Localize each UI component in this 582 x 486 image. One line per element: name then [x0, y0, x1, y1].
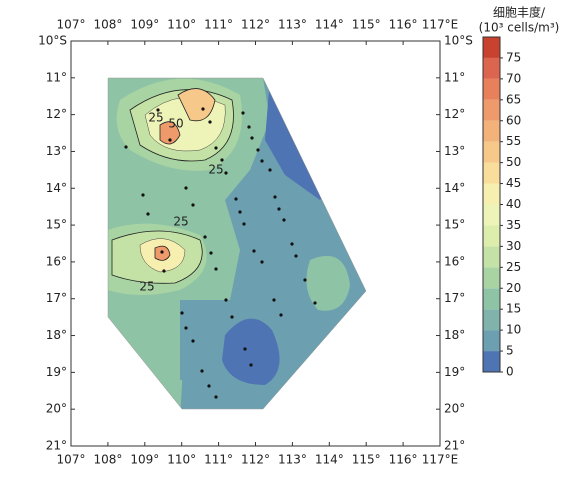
y-tick-label: 13°	[444, 144, 465, 158]
x-tick-label: 112°	[241, 18, 270, 32]
y-tick-label: 16°	[444, 254, 465, 268]
colorbar-tick-label: 35	[506, 218, 521, 232]
y-tick-label: 17°	[444, 291, 465, 305]
y-tick-label: 19°	[46, 365, 67, 379]
x-tick-label: 108°	[93, 18, 122, 32]
x-tick-label: 116°	[389, 453, 418, 467]
colorbar-band	[483, 120, 500, 142]
colorbar-tick-label: 20	[506, 281, 521, 295]
y-tick-label: 20°	[46, 402, 67, 416]
y-tick-label: 18°	[444, 328, 465, 342]
colorbar-band	[483, 267, 500, 289]
y-tick-label: 12°	[46, 107, 67, 121]
colorbar-tick-label: 55	[506, 134, 521, 148]
x-tick-label: 117°E	[422, 453, 459, 467]
contour-label: 25	[139, 280, 154, 294]
colorbar-band	[483, 330, 500, 352]
colorbar-band	[483, 204, 500, 226]
colorbar-tick-label: 45	[506, 176, 521, 190]
y-tick-label: 15°	[46, 218, 67, 232]
y-tick-label: 11°	[46, 70, 67, 84]
y-tick-label: 20°	[444, 402, 465, 416]
x-tick-label: 111°	[204, 18, 233, 32]
colorbar-tick-label: 65	[506, 92, 521, 106]
y-tick-label: 10°S	[444, 34, 473, 48]
x-tick-label: 114°	[315, 18, 344, 32]
colorbar-band	[483, 162, 500, 184]
x-tick-label: 110°	[167, 453, 196, 467]
x-tick-label: 107°	[57, 453, 86, 467]
y-tick-label: 15°	[444, 218, 465, 232]
x-tick-label: 109°	[130, 453, 159, 467]
x-tick-label: 115°	[352, 453, 381, 467]
colorbar-band	[483, 288, 500, 310]
x-tick-label: 113°	[278, 453, 307, 467]
colorbar-tick-label: 70	[506, 71, 521, 85]
y-tick-label: 10°S	[38, 34, 67, 48]
y-tick-label: 21°	[444, 439, 465, 453]
x-tick-label: 108°	[93, 453, 122, 467]
x-tick-label: 109°	[130, 18, 159, 32]
x-tick-label: 117°E	[422, 18, 459, 32]
y-tick-label: 16°	[46, 254, 67, 268]
colorbar-band	[483, 351, 500, 372]
colorbar-unit: (10³ cells/m³)	[479, 21, 560, 35]
x-tick-label: 111°	[204, 453, 233, 467]
stations	[124, 107, 317, 399]
y-tick-label: 17°	[46, 291, 67, 305]
contour-label: 25	[148, 111, 163, 125]
contour-label: 50	[168, 117, 183, 131]
y-tick-label: 18°	[46, 328, 67, 342]
colorbar-tick-label: 5	[506, 344, 514, 358]
colorbar-band	[483, 99, 500, 121]
colorbar-tick-label: 30	[506, 239, 521, 253]
x-tick-label: 110°	[167, 18, 196, 32]
colorbar-tick-label: 15	[506, 302, 521, 316]
contour-label: 25	[208, 163, 223, 177]
y-tick-label: 19°	[444, 365, 465, 379]
colorbar-band	[483, 78, 500, 100]
colorbar-band	[483, 183, 500, 205]
x-tick-label: 115°	[352, 18, 381, 32]
x-tick-label: 114°	[315, 453, 344, 467]
y-tick-label: 11°	[444, 70, 465, 84]
colorbar-band	[483, 225, 500, 247]
colorbar-tick-label: 60	[506, 113, 521, 127]
colorbar-band	[483, 141, 500, 163]
y-tick-label: 14°	[444, 181, 465, 195]
colorbar-band	[483, 57, 500, 79]
x-tick-label: 107°	[57, 18, 86, 32]
y-tick-label: 21°	[46, 439, 67, 453]
colorbar-band	[483, 246, 500, 268]
colorbar-title: 细胞丰度/	[493, 5, 546, 20]
x-tick-label: 112°	[241, 453, 270, 467]
colorbar-tick-label: 50	[506, 155, 521, 169]
colorbar-tick-label: 0	[506, 365, 514, 379]
y-tick-label: 13°	[46, 144, 67, 158]
contour-field	[108, 78, 366, 409]
colorbar-tick-label: 75	[506, 50, 521, 64]
y-tick-label: 12°	[444, 107, 465, 121]
colorbar-tick-label: 10	[506, 323, 521, 337]
domain-outline	[107, 77, 367, 410]
x-tick-label: 113°	[278, 18, 307, 32]
colorbar-tick-label: 25	[506, 260, 521, 274]
colorbar-band	[483, 309, 500, 331]
x-tick-label: 116°	[389, 18, 418, 32]
contour-label: 25	[173, 215, 188, 229]
y-tick-label: 14°	[46, 181, 67, 195]
colorbar-tick-label: 40	[506, 197, 521, 211]
colorbar-band	[483, 37, 500, 58]
